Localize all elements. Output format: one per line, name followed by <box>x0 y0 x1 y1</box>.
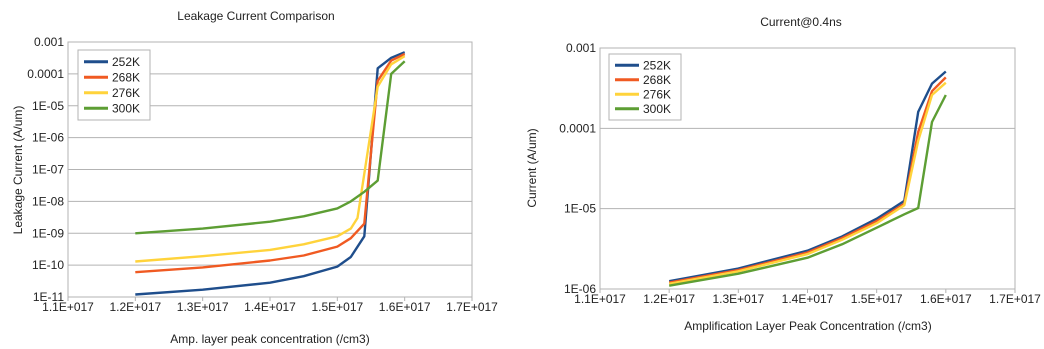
y-tick-label: 1E-08 <box>32 194 64 208</box>
x-tick-label: 1.6E+017 <box>920 292 972 306</box>
chart-title: Leakage Current Comparison <box>177 9 334 23</box>
x-tick-label: 1.2E+017 <box>643 292 695 306</box>
x-tick-label: 1.2E+017 <box>109 300 161 314</box>
leakage-current-chart: Leakage Current Comparison Leakage Curre… <box>11 9 498 346</box>
x-tick-label: 1.3E+017 <box>177 300 229 314</box>
y-tick-label: 0.001 <box>34 35 64 49</box>
y-tick-label: 0.0001 <box>559 121 596 135</box>
legend-label: 268K <box>112 70 140 84</box>
y-tick-label: 1E-05 <box>32 99 64 113</box>
series-line-300K <box>135 60 406 235</box>
plot-area: 1E-06 1E-05 0.0001 0.001 1.1E+017 1.2E+017 1.3… <box>559 41 1041 306</box>
x-tick-label: 1.1E+017 <box>574 292 626 306</box>
series-line-252K <box>135 51 406 296</box>
y-tick-label: 0.0001 <box>27 67 64 81</box>
x-tick-label: 1.3E+017 <box>712 292 764 306</box>
plot-area: 1E-11 1E-10 1E-09 1E-08 1E-07 1E-06 1E-05 0.000… <box>27 35 498 314</box>
legend-label: 252K <box>643 58 671 72</box>
x-tick-label: 1.4E+017 <box>244 300 296 314</box>
y-tick-label: 1E-09 <box>32 226 64 240</box>
current-0-4ns-chart: Current@0.4ns Current (A/um) Amplificati… <box>525 15 1041 333</box>
x-tick-label: 1.7E+017 <box>989 292 1041 306</box>
x-tick-label: 1.6E+017 <box>379 300 431 314</box>
y-axis-label: Leakage Current (A/um) <box>11 106 25 235</box>
x-tick-label: 1.1E+017 <box>42 300 94 314</box>
x-tick-label: 1.5E+017 <box>311 300 363 314</box>
y-axis-label: Current (A/um) <box>525 128 539 207</box>
legend-label: 276K <box>112 86 140 100</box>
y-tick-label: 1E-06 <box>32 131 64 145</box>
series-line-276K <box>135 55 406 263</box>
legend-label: 300K <box>112 101 140 115</box>
y-tick-label: 1E-11 <box>33 290 64 304</box>
legend-label: 300K <box>643 102 671 116</box>
y-tick-label: 0.001 <box>566 41 596 55</box>
legend-label: 252K <box>112 55 140 69</box>
series-line-276K <box>668 81 947 285</box>
series-line-268K <box>668 76 947 284</box>
y-tick-label: 1E-06 <box>564 282 596 296</box>
legend-label: 268K <box>643 73 671 87</box>
x-tick-label: 1.4E+017 <box>782 292 834 306</box>
x-tick-label: 1.7E+017 <box>446 300 498 314</box>
chart-title: Current@0.4ns <box>760 15 842 29</box>
series-line-300K <box>668 94 947 287</box>
series-line-268K <box>135 52 406 274</box>
y-tick-label: 1E-10 <box>32 258 64 272</box>
legend-label: 276K <box>643 87 671 101</box>
x-tick-label: 1.5E+017 <box>851 292 903 306</box>
y-tick-label: 1E-05 <box>564 202 596 216</box>
series-line-252K <box>668 70 947 283</box>
x-axis-label: Amplification Layer Peak Concentration (… <box>684 319 931 333</box>
y-tick-label: 1E-07 <box>32 163 64 177</box>
x-axis-label: Amp. layer peak concentration (/cm3) <box>170 332 369 346</box>
